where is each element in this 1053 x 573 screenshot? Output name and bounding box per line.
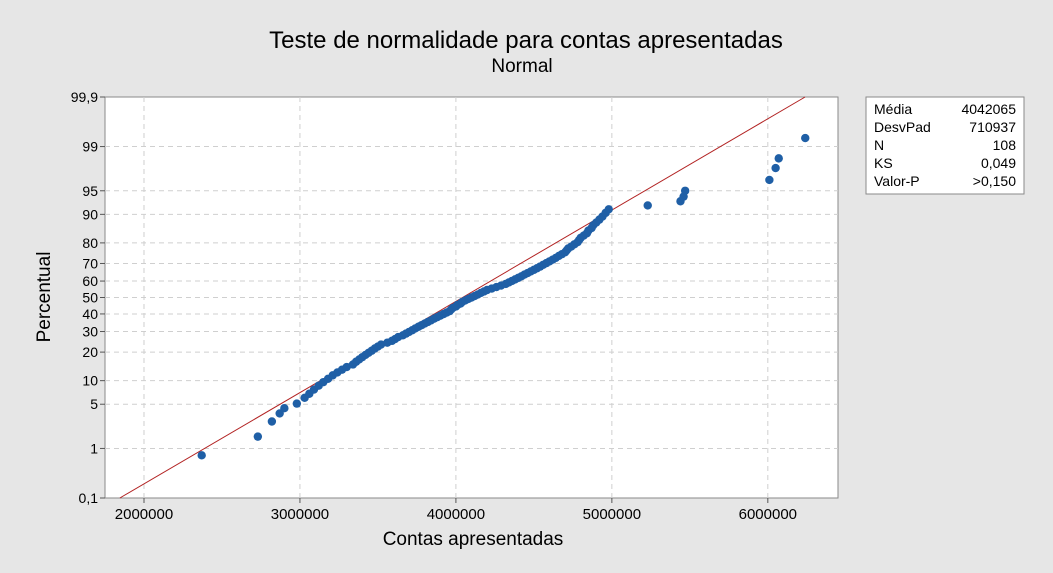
- data-point: [771, 163, 780, 173]
- stats-box-frame: [865, 96, 1025, 195]
- x-tick-label: 3000000: [271, 506, 329, 523]
- stat-value-mean: 4042065: [961, 101, 1016, 117]
- stat-label-pvalue: Valor-P: [874, 173, 920, 189]
- stats-legend-box: Média 4042065 DesvPad 710937 N 108 KS 0,…: [865, 96, 1025, 195]
- grid-lines: [105, 97, 838, 498]
- y-tick-label: 10: [82, 373, 98, 389]
- y-tick-label: 20: [82, 344, 98, 360]
- x-tick-label: 5000000: [583, 506, 641, 523]
- data-point: [774, 154, 783, 163]
- stat-label-ks: KS: [874, 155, 893, 171]
- data-point: [765, 175, 774, 185]
- y-tick-label: 80: [82, 235, 98, 251]
- y-tick-label: 50: [82, 290, 98, 306]
- data-point: [253, 432, 263, 441]
- data-point: [292, 399, 302, 408]
- stat-label-stdev: DesvPad: [874, 119, 931, 135]
- x-tick-label: 6000000: [739, 506, 797, 523]
- y-tick-label: 5: [90, 396, 98, 412]
- data-point: [801, 133, 810, 143]
- stat-value-n: 108: [993, 137, 1017, 153]
- stat-label-mean: Média: [874, 101, 912, 117]
- stat-value-stdev: 710937: [969, 119, 1016, 135]
- y-tick-label: 90: [82, 206, 98, 222]
- data-point: [604, 205, 613, 214]
- x-axis-label: Contas apresentadas: [383, 529, 564, 550]
- y-tick-label: 70: [82, 255, 98, 271]
- y-tick-label: 40: [82, 306, 98, 322]
- data-point: [680, 186, 690, 195]
- data-point: [267, 417, 277, 426]
- y-tick-label: 0,1: [79, 490, 99, 506]
- y-tick-label: 30: [82, 324, 98, 340]
- x-axis-ticks: 2000000 3000000 4000000 5000000 6000000: [115, 498, 797, 523]
- x-tick-label: 2000000: [115, 506, 173, 523]
- y-tick-label: 99,9: [71, 89, 98, 105]
- data-point: [643, 201, 652, 210]
- y-tick-label: 95: [82, 183, 98, 199]
- stat-value-pvalue: >0,150: [973, 173, 1016, 189]
- stat-value-ks: 0,049: [981, 155, 1016, 171]
- x-tick-label: 4000000: [427, 506, 485, 523]
- y-tick-label: 60: [82, 273, 98, 289]
- data-point: [197, 451, 206, 460]
- data-points: [197, 133, 810, 460]
- y-tick-label: 99: [82, 139, 98, 155]
- chart-title: Teste de normalidade para contas apresen…: [269, 27, 783, 54]
- y-tick-label: 1: [90, 440, 98, 456]
- chart-subtitle: Normal: [491, 56, 552, 77]
- y-axis-label: Percentual: [34, 252, 55, 343]
- data-point: [280, 403, 289, 413]
- stat-label-n: N: [874, 137, 884, 153]
